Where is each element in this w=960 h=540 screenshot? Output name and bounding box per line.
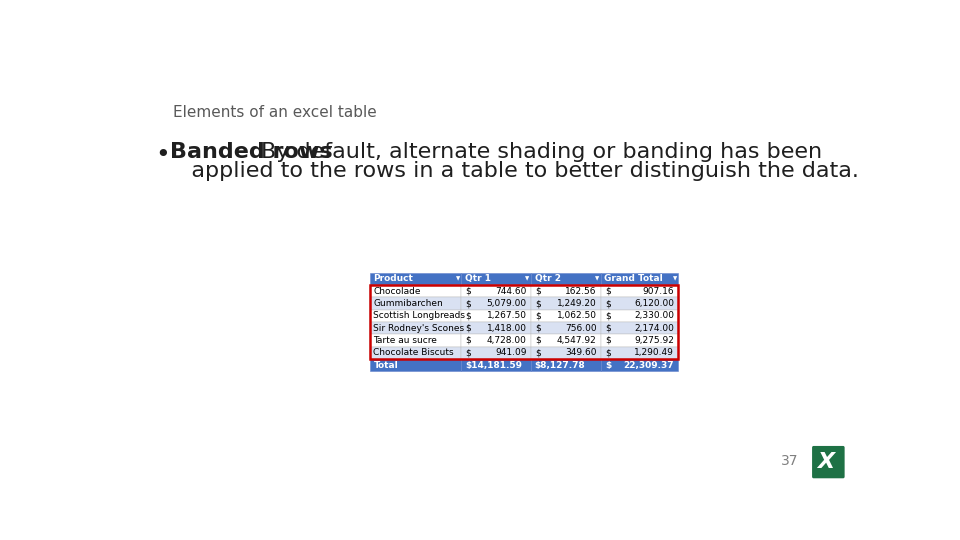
Text: Qtr 1: Qtr 1 bbox=[465, 274, 491, 284]
Bar bbox=[601, 298, 678, 309]
Text: Chocolate Biscuts: Chocolate Biscuts bbox=[373, 348, 454, 357]
Text: ▼: ▼ bbox=[525, 276, 530, 281]
Text: Sir Rodney's Scones: Sir Rodney's Scones bbox=[373, 323, 465, 333]
Text: $: $ bbox=[536, 323, 541, 333]
Text: •: • bbox=[156, 143, 171, 167]
Text: 4,547.92: 4,547.92 bbox=[557, 336, 596, 345]
Text: 2,330.00: 2,330.00 bbox=[635, 312, 674, 320]
Text: $: $ bbox=[466, 299, 471, 308]
Text: 22,309.37: 22,309.37 bbox=[623, 361, 674, 369]
Text: $: $ bbox=[605, 348, 611, 357]
Text: $: $ bbox=[605, 299, 611, 308]
Bar bbox=[461, 285, 531, 298]
Bar bbox=[370, 309, 461, 322]
Bar bbox=[601, 273, 678, 285]
Bar bbox=[370, 334, 461, 347]
Bar bbox=[370, 298, 461, 309]
Text: Scottish Longbreads: Scottish Longbreads bbox=[373, 312, 466, 320]
Text: Tarte au sucre: Tarte au sucre bbox=[373, 336, 438, 345]
Text: 5,079.00: 5,079.00 bbox=[487, 299, 527, 308]
Bar bbox=[601, 347, 678, 359]
Text: X: X bbox=[817, 452, 834, 472]
Text: 4,728.00: 4,728.00 bbox=[487, 336, 527, 345]
Text: Chocolade: Chocolade bbox=[373, 287, 420, 296]
Text: $: $ bbox=[605, 361, 612, 369]
Text: 941.09: 941.09 bbox=[495, 348, 527, 357]
Text: $: $ bbox=[536, 336, 541, 345]
Text: 6,120.00: 6,120.00 bbox=[635, 299, 674, 308]
Bar bbox=[531, 285, 601, 298]
Text: 1,249.20: 1,249.20 bbox=[557, 299, 596, 308]
Bar bbox=[370, 273, 461, 285]
Text: $: $ bbox=[605, 287, 611, 296]
Text: Product: Product bbox=[373, 274, 414, 284]
Text: $: $ bbox=[536, 299, 541, 308]
Text: $: $ bbox=[466, 348, 471, 357]
Text: $: $ bbox=[605, 336, 611, 345]
Text: Qtr 2: Qtr 2 bbox=[535, 274, 561, 284]
Bar bbox=[461, 334, 531, 347]
Text: 1,267.50: 1,267.50 bbox=[487, 312, 527, 320]
Bar bbox=[531, 334, 601, 347]
Bar bbox=[601, 359, 678, 372]
Text: $: $ bbox=[605, 323, 611, 333]
Bar bbox=[601, 322, 678, 334]
Text: 1,290.49: 1,290.49 bbox=[635, 348, 674, 357]
Text: Banded rows: Banded rows bbox=[170, 142, 332, 162]
Bar bbox=[601, 285, 678, 298]
Bar bbox=[531, 298, 601, 309]
Text: $: $ bbox=[466, 312, 471, 320]
Text: ▼: ▼ bbox=[595, 276, 599, 281]
Bar bbox=[531, 322, 601, 334]
Bar bbox=[370, 359, 461, 372]
Bar bbox=[601, 334, 678, 347]
Bar bbox=[370, 285, 678, 359]
Text: $8,127.78: $8,127.78 bbox=[535, 361, 586, 369]
Text: 9,275.92: 9,275.92 bbox=[635, 336, 674, 345]
Text: 349.60: 349.60 bbox=[565, 348, 596, 357]
Text: 162.56: 162.56 bbox=[565, 287, 596, 296]
Text: By default, alternate shading or banding has been: By default, alternate shading or banding… bbox=[261, 142, 822, 162]
Bar bbox=[370, 322, 461, 334]
Text: 2,174.00: 2,174.00 bbox=[635, 323, 674, 333]
Text: $: $ bbox=[466, 287, 471, 296]
FancyBboxPatch shape bbox=[812, 446, 845, 478]
Text: Total: Total bbox=[373, 361, 398, 369]
Bar bbox=[461, 273, 531, 285]
Bar bbox=[461, 298, 531, 309]
Text: ▼: ▼ bbox=[456, 276, 460, 281]
Text: 907.16: 907.16 bbox=[642, 287, 674, 296]
Bar bbox=[601, 309, 678, 322]
Text: Elements of an excel table: Elements of an excel table bbox=[173, 105, 376, 120]
Text: 756.00: 756.00 bbox=[565, 323, 596, 333]
Text: 1,062.50: 1,062.50 bbox=[557, 312, 596, 320]
Text: Gummibarchen: Gummibarchen bbox=[373, 299, 444, 308]
Text: applied to the rows in a table to better distinguish the data.: applied to the rows in a table to better… bbox=[170, 161, 858, 181]
Bar bbox=[531, 359, 601, 372]
Bar bbox=[370, 285, 461, 298]
Text: ▼: ▼ bbox=[673, 276, 677, 281]
Bar bbox=[461, 322, 531, 334]
Bar bbox=[370, 347, 461, 359]
Text: $: $ bbox=[466, 323, 471, 333]
Bar bbox=[531, 273, 601, 285]
Text: $: $ bbox=[536, 348, 541, 357]
Text: $14,181.59: $14,181.59 bbox=[465, 361, 522, 369]
Text: $: $ bbox=[605, 312, 611, 320]
Text: $: $ bbox=[466, 336, 471, 345]
Text: $: $ bbox=[536, 287, 541, 296]
Bar bbox=[461, 347, 531, 359]
Bar bbox=[461, 359, 531, 372]
Text: 1,418.00: 1,418.00 bbox=[487, 323, 527, 333]
Bar bbox=[531, 347, 601, 359]
Bar bbox=[461, 309, 531, 322]
Text: 37: 37 bbox=[780, 454, 799, 468]
Text: Grand Total: Grand Total bbox=[605, 274, 663, 284]
Text: $: $ bbox=[536, 312, 541, 320]
Text: 744.60: 744.60 bbox=[495, 287, 527, 296]
Bar bbox=[531, 309, 601, 322]
